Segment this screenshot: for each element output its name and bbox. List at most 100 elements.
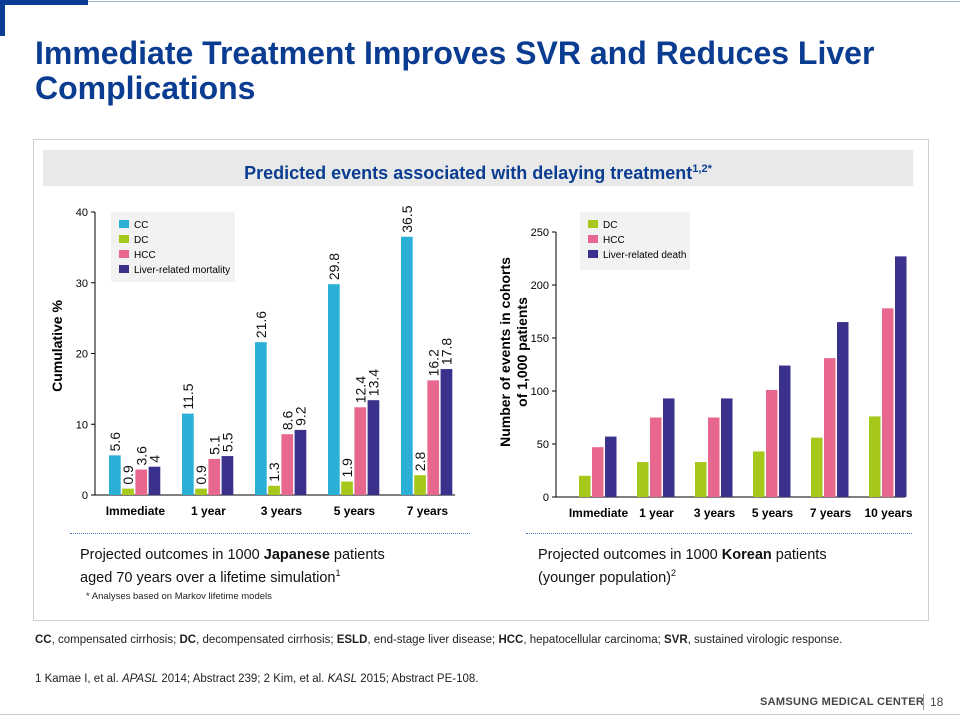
data-label: 9.2 bbox=[292, 406, 308, 426]
bar-liver-related-death bbox=[837, 322, 849, 497]
category-label: 1 year bbox=[191, 504, 226, 518]
data-label: 5.6 bbox=[107, 432, 123, 452]
banner-text: Predicted events associated with delayin… bbox=[244, 163, 693, 183]
data-label: 36.5 bbox=[399, 205, 415, 232]
right-divider bbox=[526, 533, 912, 534]
data-label: 21.6 bbox=[253, 311, 269, 338]
data-label: 2.8 bbox=[412, 452, 428, 472]
bar-dc bbox=[268, 485, 280, 495]
reference-part-3: KASL bbox=[327, 673, 357, 685]
category-label: 10 years bbox=[864, 506, 912, 520]
abbreviation-part-4: ESLD bbox=[336, 634, 368, 646]
bar-hcc bbox=[208, 458, 221, 495]
korean-caption-bold: Korean bbox=[721, 547, 772, 563]
abbreviation-part-7: , hepatocellular carcinoma; bbox=[523, 634, 664, 646]
bar-dc bbox=[695, 462, 707, 497]
bar-dc bbox=[341, 481, 353, 495]
y-tick-label: 250 bbox=[531, 227, 549, 239]
bar-liver-related-mortality bbox=[294, 429, 307, 495]
y-axis-label: Number of events in cohortsof 1,000 pati… bbox=[497, 257, 530, 447]
korean-caption-pre: Projected outcomes in 1000 bbox=[538, 547, 722, 563]
data-label: 1.3 bbox=[266, 462, 282, 482]
legend-label: DC bbox=[134, 235, 148, 246]
bar-cc bbox=[328, 284, 340, 495]
bar-dc bbox=[753, 451, 765, 497]
category-label: 5 years bbox=[334, 504, 376, 518]
legend-swatch bbox=[119, 265, 129, 273]
bar-hcc bbox=[824, 358, 836, 497]
legend-label: Liver-related death bbox=[603, 250, 686, 261]
markov-note: * Analyses based on Markov lifetime mode… bbox=[86, 591, 272, 602]
bar-dc bbox=[869, 416, 881, 497]
top-accent-bar bbox=[0, 0, 88, 5]
bar-liver-related-death bbox=[721, 398, 733, 497]
top-rule bbox=[88, 1, 960, 2]
bar-hcc bbox=[354, 407, 367, 495]
bar-hcc bbox=[650, 417, 662, 497]
category-label: 7 years bbox=[407, 504, 449, 518]
legend-label: HCC bbox=[134, 250, 156, 261]
bar-liver-related-mortality bbox=[367, 400, 380, 495]
category-label: 1 year bbox=[639, 506, 674, 520]
bar-liver-related-mortality bbox=[221, 456, 234, 495]
legend-swatch bbox=[119, 250, 129, 258]
y-tick-label: 200 bbox=[531, 280, 549, 292]
data-label: 13.4 bbox=[365, 369, 381, 396]
bar-cc bbox=[401, 236, 413, 495]
slide-title: Immediate Treatment Improves SVR and Red… bbox=[35, 35, 875, 106]
abbreviation-part-9: , sustained virologic response. bbox=[687, 634, 843, 646]
left-accent-mark bbox=[0, 0, 5, 36]
bar-hcc bbox=[592, 447, 604, 497]
japanese-caption-bold: Japanese bbox=[263, 547, 330, 563]
y-tick-label: 50 bbox=[537, 439, 549, 451]
footer-brand: SAMSUNG MEDICAL CENTER bbox=[760, 696, 925, 708]
data-label: 5.5 bbox=[219, 432, 235, 452]
data-label: 29.8 bbox=[326, 253, 342, 280]
data-label: 11.5 bbox=[180, 383, 196, 409]
bar-dc bbox=[637, 462, 649, 497]
legend-swatch bbox=[119, 235, 129, 243]
korean-chart-svg: 0 50 100 150 200 250 Number of events in cohor… bbox=[497, 212, 913, 520]
data-label: 5.1 bbox=[206, 435, 222, 455]
legend-label: Liver-related mortality bbox=[134, 265, 230, 276]
data-label: 12.4 bbox=[352, 376, 368, 403]
reference-part-0: 1 Kamae I, et al. bbox=[35, 673, 122, 685]
y-tick-label: 30 bbox=[76, 278, 88, 290]
bar-liver-related-death bbox=[779, 365, 791, 497]
category-label: 3 years bbox=[261, 504, 303, 518]
bar-hcc bbox=[766, 389, 778, 497]
bar-cc bbox=[255, 342, 267, 495]
data-label: 16.2 bbox=[425, 349, 441, 376]
abbreviation-part-2: DC bbox=[179, 634, 197, 646]
y-tick-label: 10 bbox=[76, 419, 88, 431]
japanese-caption-line2: aged 70 years over a lifetime simulation bbox=[80, 569, 336, 586]
data-label: 3.6 bbox=[133, 446, 149, 466]
y-axis-label-line: of 1,000 patients bbox=[514, 297, 530, 407]
korean-cohort-chart: 0 50 100 150 200 250 Number of events in cohor… bbox=[490, 196, 920, 526]
japanese-caption-post: patients bbox=[329, 547, 385, 563]
references-footnote: 1 Kamae I, et al. APASL 2014; Abstract 2… bbox=[35, 673, 478, 685]
y-tick-label: 150 bbox=[531, 333, 549, 345]
legend-swatch bbox=[588, 250, 598, 258]
y-tick-label: 0 bbox=[543, 492, 549, 504]
category-label: 7 years bbox=[810, 506, 852, 520]
legend-label: CC bbox=[134, 220, 148, 231]
left-divider bbox=[70, 533, 470, 534]
abbreviation-part-5: , end-stage liver disease; bbox=[367, 634, 499, 646]
abbreviations-footnote: CC, compensated cirrhosis; DC, decompens… bbox=[35, 632, 901, 649]
data-label: 17.8 bbox=[438, 338, 454, 365]
korean-caption-line2: (younger population) bbox=[538, 569, 672, 586]
bar-liver-related-mortality bbox=[148, 466, 161, 495]
legend-swatch bbox=[119, 220, 129, 228]
y-axis-label-line: Number of events in cohorts bbox=[497, 257, 513, 447]
japanese-caption: Projected outcomes in 1000 Japanese pati… bbox=[80, 546, 385, 587]
y-axis-label-line: Cumulative % bbox=[49, 300, 65, 392]
bar-dc bbox=[122, 488, 134, 495]
bar-dc bbox=[811, 437, 823, 497]
data-label: 4 bbox=[146, 455, 162, 463]
banner-superscript: 1,2* bbox=[692, 163, 712, 175]
bar-hcc bbox=[882, 308, 894, 497]
legend-label: HCC bbox=[603, 235, 625, 246]
bar-dc bbox=[579, 475, 591, 497]
